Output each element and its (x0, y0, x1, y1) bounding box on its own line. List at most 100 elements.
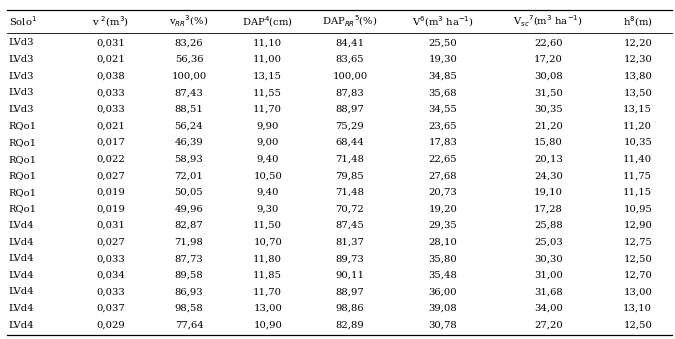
Text: 20,73: 20,73 (429, 188, 457, 197)
Text: 12,30: 12,30 (623, 55, 652, 64)
Text: 0,027: 0,027 (96, 171, 125, 180)
Text: 0,033: 0,033 (96, 287, 125, 296)
Text: 13,00: 13,00 (253, 304, 282, 313)
Text: 89,73: 89,73 (335, 254, 365, 263)
Text: 29,35: 29,35 (429, 221, 457, 230)
Text: 11,50: 11,50 (253, 221, 282, 230)
Text: 0,038: 0,038 (96, 72, 125, 81)
Text: 35,68: 35,68 (429, 88, 457, 97)
Text: h$^8$(m): h$^8$(m) (623, 14, 653, 29)
Text: 100,00: 100,00 (332, 72, 367, 81)
Text: 11,80: 11,80 (253, 254, 282, 263)
Text: 0,037: 0,037 (96, 304, 125, 313)
Text: 0,021: 0,021 (96, 121, 125, 131)
Text: 27,20: 27,20 (534, 321, 563, 330)
Text: 10,50: 10,50 (253, 171, 282, 180)
Text: 90,11: 90,11 (335, 271, 365, 280)
Text: RQo1: RQo1 (9, 155, 37, 164)
Text: RQo1: RQo1 (9, 171, 37, 180)
Text: 30,08: 30,08 (534, 72, 563, 81)
Text: 86,93: 86,93 (175, 287, 203, 296)
Text: 17,20: 17,20 (534, 55, 563, 64)
Text: LVd3: LVd3 (9, 72, 34, 81)
Text: 13,00: 13,00 (623, 287, 652, 296)
Text: 10,35: 10,35 (623, 138, 652, 147)
Text: 72,01: 72,01 (175, 171, 203, 180)
Text: DAP$^4$(cm): DAP$^4$(cm) (242, 14, 293, 29)
Text: 0,031: 0,031 (96, 38, 125, 47)
Text: 35,80: 35,80 (429, 254, 457, 263)
Text: 17,28: 17,28 (534, 204, 563, 214)
Text: 17,83: 17,83 (429, 138, 457, 147)
Text: LVd3: LVd3 (9, 105, 34, 114)
Text: 31,00: 31,00 (534, 271, 563, 280)
Text: LVd4: LVd4 (9, 221, 34, 230)
Text: 88,97: 88,97 (335, 287, 365, 296)
Text: 0,019: 0,019 (96, 204, 125, 214)
Text: 39,08: 39,08 (429, 304, 457, 313)
Text: 13,80: 13,80 (623, 72, 652, 81)
Text: 30,35: 30,35 (534, 105, 563, 114)
Text: 11,70: 11,70 (253, 287, 282, 296)
Text: V$^6$(m$^3$ ha$^{-1}$): V$^6$(m$^3$ ha$^{-1}$) (412, 14, 474, 29)
Text: 98,58: 98,58 (175, 304, 203, 313)
Text: 12,75: 12,75 (623, 238, 652, 247)
Text: 9,90: 9,90 (256, 121, 279, 131)
Text: 9,30: 9,30 (256, 204, 279, 214)
Text: 68,44: 68,44 (335, 138, 365, 147)
Text: 34,55: 34,55 (429, 105, 457, 114)
Text: 0,033: 0,033 (96, 88, 125, 97)
Text: 0,034: 0,034 (96, 271, 125, 280)
Text: 100,00: 100,00 (171, 72, 207, 81)
Text: LVd3: LVd3 (9, 38, 34, 47)
Text: RQo1: RQo1 (9, 188, 37, 197)
Text: 30,30: 30,30 (534, 254, 563, 263)
Text: 70,72: 70,72 (335, 204, 365, 214)
Text: 0,029: 0,029 (96, 321, 125, 330)
Text: LVd4: LVd4 (9, 287, 34, 296)
Text: 11,00: 11,00 (253, 55, 282, 64)
Text: 71,48: 71,48 (335, 155, 365, 164)
Text: 11,10: 11,10 (253, 38, 282, 47)
Text: 13,15: 13,15 (253, 72, 282, 81)
Text: 81,37: 81,37 (335, 238, 365, 247)
Text: 11,75: 11,75 (623, 171, 652, 180)
Text: 87,43: 87,43 (175, 88, 203, 97)
Text: RQo1: RQo1 (9, 138, 37, 147)
Text: 10,95: 10,95 (623, 204, 652, 214)
Text: 71,98: 71,98 (175, 238, 203, 247)
Text: 0,021: 0,021 (96, 55, 125, 64)
Text: 50,05: 50,05 (175, 188, 203, 197)
Text: LVd4: LVd4 (9, 254, 34, 263)
Text: 11,55: 11,55 (253, 88, 282, 97)
Text: 25,50: 25,50 (429, 38, 457, 47)
Text: 87,45: 87,45 (335, 221, 365, 230)
Text: 34,85: 34,85 (429, 72, 457, 81)
Text: 87,83: 87,83 (335, 88, 365, 97)
Text: 9,40: 9,40 (256, 188, 279, 197)
Text: 87,73: 87,73 (175, 254, 203, 263)
Text: 30,78: 30,78 (429, 321, 457, 330)
Text: 23,65: 23,65 (429, 121, 457, 131)
Text: 98,86: 98,86 (335, 304, 365, 313)
Text: 21,20: 21,20 (534, 121, 563, 131)
Text: 0,033: 0,033 (96, 105, 125, 114)
Text: LVd3: LVd3 (9, 88, 34, 97)
Text: 56,24: 56,24 (175, 121, 203, 131)
Text: RQo1: RQo1 (9, 204, 37, 214)
Text: 13,15: 13,15 (623, 105, 652, 114)
Text: 0,031: 0,031 (96, 221, 125, 230)
Text: 19,30: 19,30 (429, 55, 457, 64)
Text: 12,50: 12,50 (623, 254, 652, 263)
Text: 12,50: 12,50 (623, 321, 652, 330)
Text: 88,97: 88,97 (335, 105, 365, 114)
Text: 31,68: 31,68 (534, 287, 563, 296)
Text: LVd3: LVd3 (9, 55, 34, 64)
Text: 10,90: 10,90 (253, 321, 282, 330)
Text: 0,033: 0,033 (96, 254, 125, 263)
Text: 12,20: 12,20 (623, 38, 652, 47)
Text: 46,39: 46,39 (175, 138, 203, 147)
Text: v$_{RR}$$^3$(%): v$_{RR}$$^3$(%) (169, 14, 209, 29)
Text: DAP$_{RR}$$^5$(%): DAP$_{RR}$$^5$(%) (322, 14, 378, 29)
Text: LVd4: LVd4 (9, 304, 34, 313)
